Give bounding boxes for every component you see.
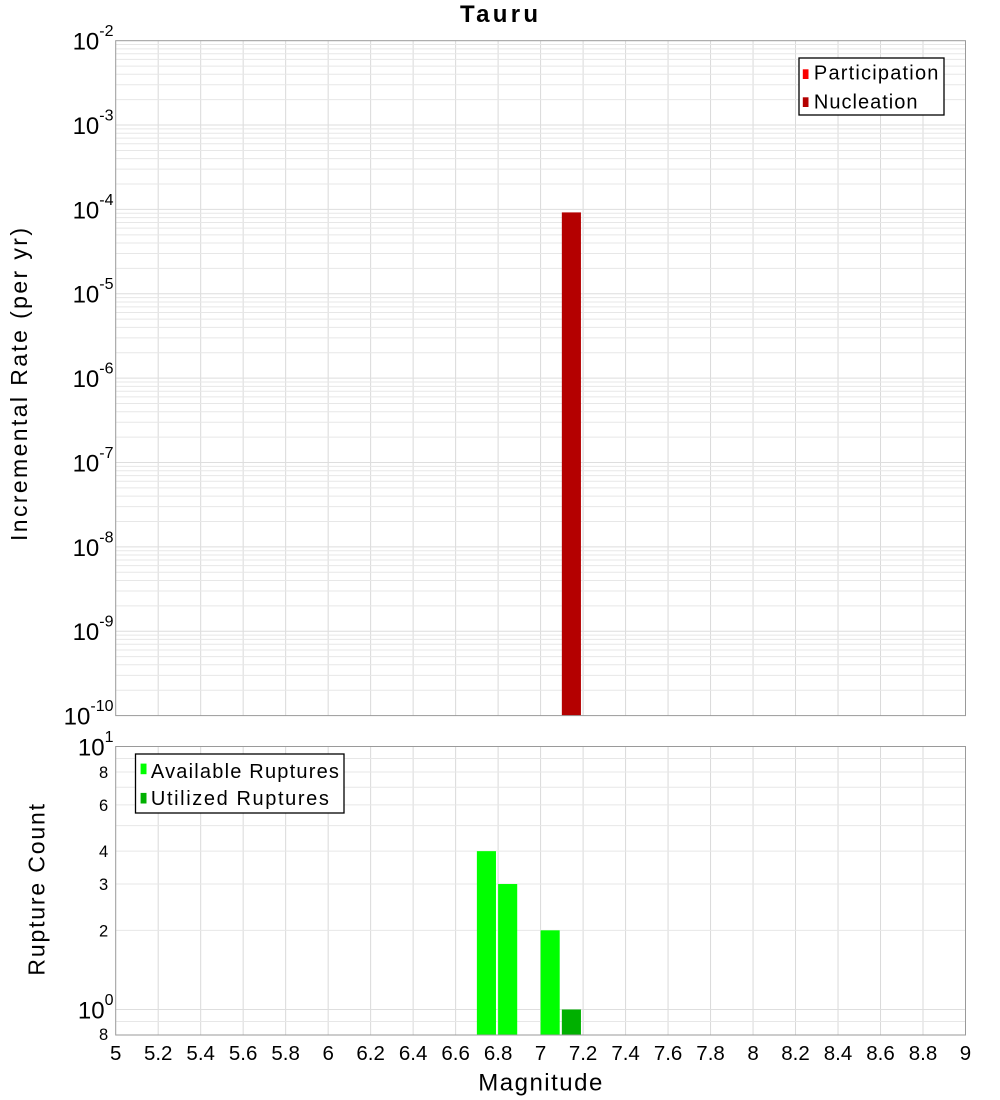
svg-text:5.8: 5.8 <box>271 1042 300 1065</box>
svg-text:100: 100 <box>78 992 114 1025</box>
svg-text:10-6: 10-6 <box>73 361 114 394</box>
svg-text:Nucleation: Nucleation <box>814 92 918 114</box>
svg-text:5.2: 5.2 <box>144 1042 173 1065</box>
svg-text:5.4: 5.4 <box>186 1042 215 1065</box>
svg-text:10-10: 10-10 <box>64 698 114 731</box>
svg-text:10-5: 10-5 <box>73 276 114 309</box>
svg-text:8: 8 <box>99 764 108 782</box>
svg-text:7.6: 7.6 <box>654 1042 683 1065</box>
svg-text:6.4: 6.4 <box>399 1042 428 1065</box>
svg-text:6: 6 <box>322 1042 333 1065</box>
svg-text:7: 7 <box>535 1042 546 1065</box>
svg-text:7.2: 7.2 <box>569 1042 598 1065</box>
svg-text:Available Ruptures: Available Ruptures <box>151 761 339 783</box>
svg-text:8: 8 <box>99 1026 108 1044</box>
svg-text:10-7: 10-7 <box>73 445 114 478</box>
svg-text:8.8: 8.8 <box>909 1042 938 1065</box>
svg-text:7.4: 7.4 <box>611 1042 640 1065</box>
svg-text:6: 6 <box>99 797 108 815</box>
svg-text:6.6: 6.6 <box>441 1042 470 1065</box>
svg-text:10-3: 10-3 <box>73 107 114 140</box>
svg-text:Incremental Rate (per yr): Incremental Rate (per yr) <box>6 228 32 541</box>
svg-text:Tauru: Tauru <box>460 1 538 28</box>
svg-text:8.6: 8.6 <box>866 1042 895 1065</box>
svg-text:Rupture Count: Rupture Count <box>24 803 50 975</box>
svg-text:6.2: 6.2 <box>356 1042 385 1065</box>
svg-text:10-8: 10-8 <box>73 529 114 562</box>
svg-text:Utilized Ruptures: Utilized Ruptures <box>151 788 329 810</box>
svg-text:5.6: 5.6 <box>229 1042 258 1065</box>
svg-text:8.4: 8.4 <box>824 1042 853 1065</box>
svg-text:101: 101 <box>78 729 114 762</box>
svg-text:10-4: 10-4 <box>73 192 114 225</box>
svg-text:10-9: 10-9 <box>73 614 114 647</box>
svg-text:Participation: Participation <box>814 63 939 85</box>
svg-text:5: 5 <box>110 1042 121 1065</box>
svg-text:6.8: 6.8 <box>484 1042 513 1065</box>
svg-text:Magnitude: Magnitude <box>478 1070 602 1097</box>
svg-text:8: 8 <box>747 1042 758 1065</box>
svg-text:9: 9 <box>960 1042 971 1065</box>
svg-text:2: 2 <box>99 922 108 940</box>
svg-text:10-2: 10-2 <box>73 23 114 56</box>
svg-text:8.2: 8.2 <box>781 1042 810 1065</box>
svg-text:7.8: 7.8 <box>696 1042 725 1065</box>
svg-text:3: 3 <box>99 876 108 894</box>
svg-text:4: 4 <box>99 843 108 861</box>
